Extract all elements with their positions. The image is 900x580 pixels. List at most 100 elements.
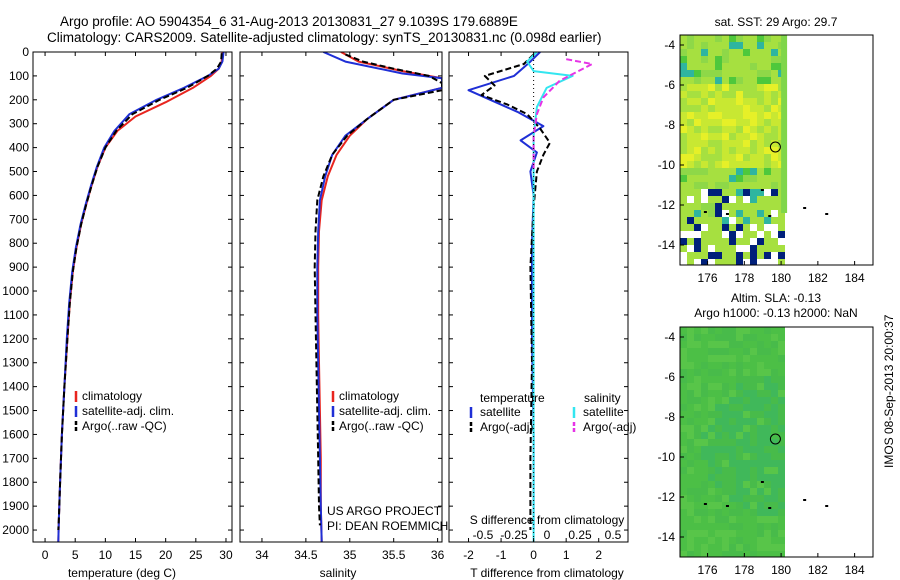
map-cell — [680, 516, 687, 523]
map-cell — [708, 56, 715, 63]
map-cell — [771, 334, 778, 341]
map-cell — [750, 154, 757, 161]
map-cell — [708, 453, 715, 460]
map-cell — [680, 383, 687, 390]
map-cell — [687, 98, 694, 105]
map-cell — [736, 91, 743, 98]
legend-label: climatology — [82, 389, 142, 403]
x-tick-label: 25 — [189, 548, 203, 562]
map-cell — [687, 502, 694, 509]
map-cell — [715, 196, 722, 203]
map-cell — [694, 217, 701, 224]
series-line-0-1 — [57, 52, 225, 542]
map-cell — [778, 404, 785, 411]
island — [703, 211, 707, 213]
map-cell — [729, 551, 736, 557]
map-cell — [729, 537, 736, 544]
map-cell — [757, 439, 764, 446]
map-cell — [771, 530, 778, 537]
map-cell — [701, 98, 708, 105]
map-cell — [701, 467, 708, 474]
map-cell — [743, 369, 750, 376]
map-cell — [701, 488, 708, 495]
map-cell — [715, 488, 722, 495]
map-cell — [757, 467, 764, 474]
map-cell — [701, 362, 708, 369]
series-line-2-0 — [467, 52, 545, 530]
map-cell — [743, 210, 750, 217]
map-cell — [694, 404, 701, 411]
map-cell — [743, 119, 750, 126]
map-cell — [750, 231, 757, 238]
map-cell — [701, 453, 708, 460]
map-cell — [694, 77, 701, 84]
pi-label: PI: DEAN ROEMMICH — [327, 519, 448, 533]
map-cell — [764, 98, 771, 105]
map-cell — [778, 327, 785, 334]
map-cell — [736, 238, 743, 245]
map-cell — [701, 175, 708, 182]
map-cell — [736, 231, 743, 238]
map-cell — [757, 245, 764, 252]
map-cell — [722, 189, 729, 196]
map-cell — [757, 411, 764, 418]
map-cell — [743, 77, 750, 84]
map-cell — [757, 481, 764, 488]
map-cell — [680, 112, 687, 119]
map-cell — [708, 217, 715, 224]
map-cell — [687, 91, 694, 98]
map-cell — [750, 474, 757, 481]
map-cell — [708, 238, 715, 245]
map-cell — [680, 327, 687, 334]
map-cell — [722, 348, 729, 355]
map-cell — [708, 327, 715, 334]
map-cell — [680, 509, 687, 516]
map-cell — [757, 530, 764, 537]
map-cell — [722, 140, 729, 147]
map-cell — [687, 537, 694, 544]
x-tick-label: 35.5 — [382, 548, 406, 562]
map-cell — [694, 516, 701, 523]
map-cell — [722, 460, 729, 467]
map-cell — [687, 446, 694, 453]
map-cell — [722, 238, 729, 245]
map-cell — [771, 348, 778, 355]
map-cell — [736, 488, 743, 495]
map-cell — [736, 259, 743, 265]
map-cell — [694, 460, 701, 467]
map-cell — [687, 355, 694, 362]
map-cell — [722, 154, 729, 161]
map-cell — [715, 168, 722, 175]
map-cell — [680, 63, 687, 70]
map-cell — [771, 238, 778, 245]
map-cell — [715, 245, 722, 252]
map-cell — [729, 154, 736, 161]
map-cell — [757, 217, 764, 224]
map-cell — [701, 35, 708, 42]
island — [768, 215, 772, 217]
x-tick-label: 35 — [343, 548, 357, 562]
map-cell — [729, 56, 736, 63]
map-cell — [708, 70, 715, 77]
map-cell — [743, 70, 750, 77]
map-cell — [764, 341, 771, 348]
map-cell — [687, 154, 694, 161]
map-cell — [729, 42, 736, 49]
map-cell — [715, 224, 722, 231]
map-cell — [687, 453, 694, 460]
map-cell — [778, 348, 785, 355]
map-cell — [743, 175, 750, 182]
map-x-tick-label: 178 — [734, 271, 754, 285]
map-cell — [757, 425, 764, 432]
map-cell — [750, 245, 757, 252]
map-cell — [771, 77, 778, 84]
map-cell — [743, 84, 750, 91]
map-cell — [680, 259, 687, 265]
map-cell — [694, 551, 701, 557]
map-cell — [764, 126, 771, 133]
island — [760, 189, 764, 191]
map-cell — [708, 481, 715, 488]
map-cell — [736, 509, 743, 516]
map-cell — [722, 369, 729, 376]
map-cell — [764, 481, 771, 488]
